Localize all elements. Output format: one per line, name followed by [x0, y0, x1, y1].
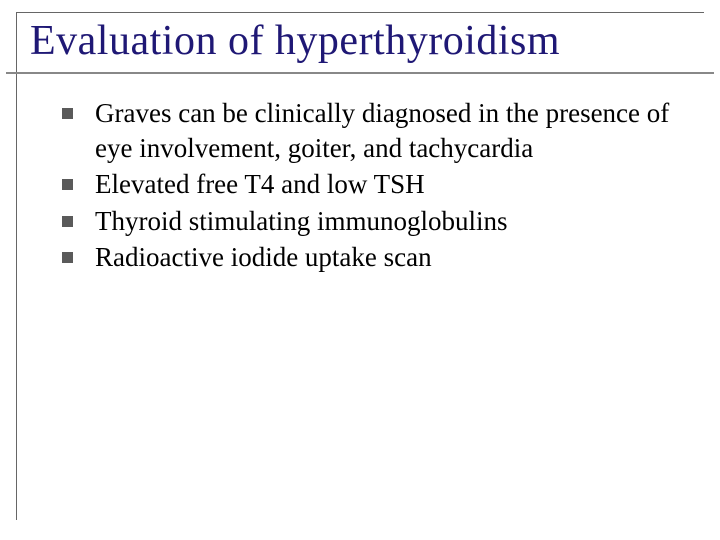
list-item: Elevated free T4 and low TSH: [62, 167, 674, 202]
bullet-text: Graves can be clinically diagnosed in th…: [95, 96, 674, 165]
list-item: Graves can be clinically diagnosed in th…: [62, 96, 674, 165]
slide-title: Evaluation of hyperthyroidism: [30, 18, 698, 64]
bullet-text: Thyroid stimulating immunoglobulins: [95, 204, 508, 239]
square-bullet-icon: [62, 179, 73, 190]
list-item: Thyroid stimulating immunoglobulins: [62, 204, 674, 239]
square-bullet-icon: [62, 108, 73, 119]
slide: Evaluation of hyperthyroidism Graves can…: [0, 0, 720, 540]
square-bullet-icon: [62, 216, 73, 227]
bullet-text: Radioactive iodide uptake scan: [95, 240, 432, 275]
content-region: Graves can be clinically diagnosed in th…: [22, 70, 698, 275]
title-underline: [6, 72, 714, 74]
title-region: Evaluation of hyperthyroidism: [22, 12, 698, 70]
bullet-text: Elevated free T4 and low TSH: [95, 167, 425, 202]
list-item: Radioactive iodide uptake scan: [62, 240, 674, 275]
square-bullet-icon: [62, 252, 73, 263]
